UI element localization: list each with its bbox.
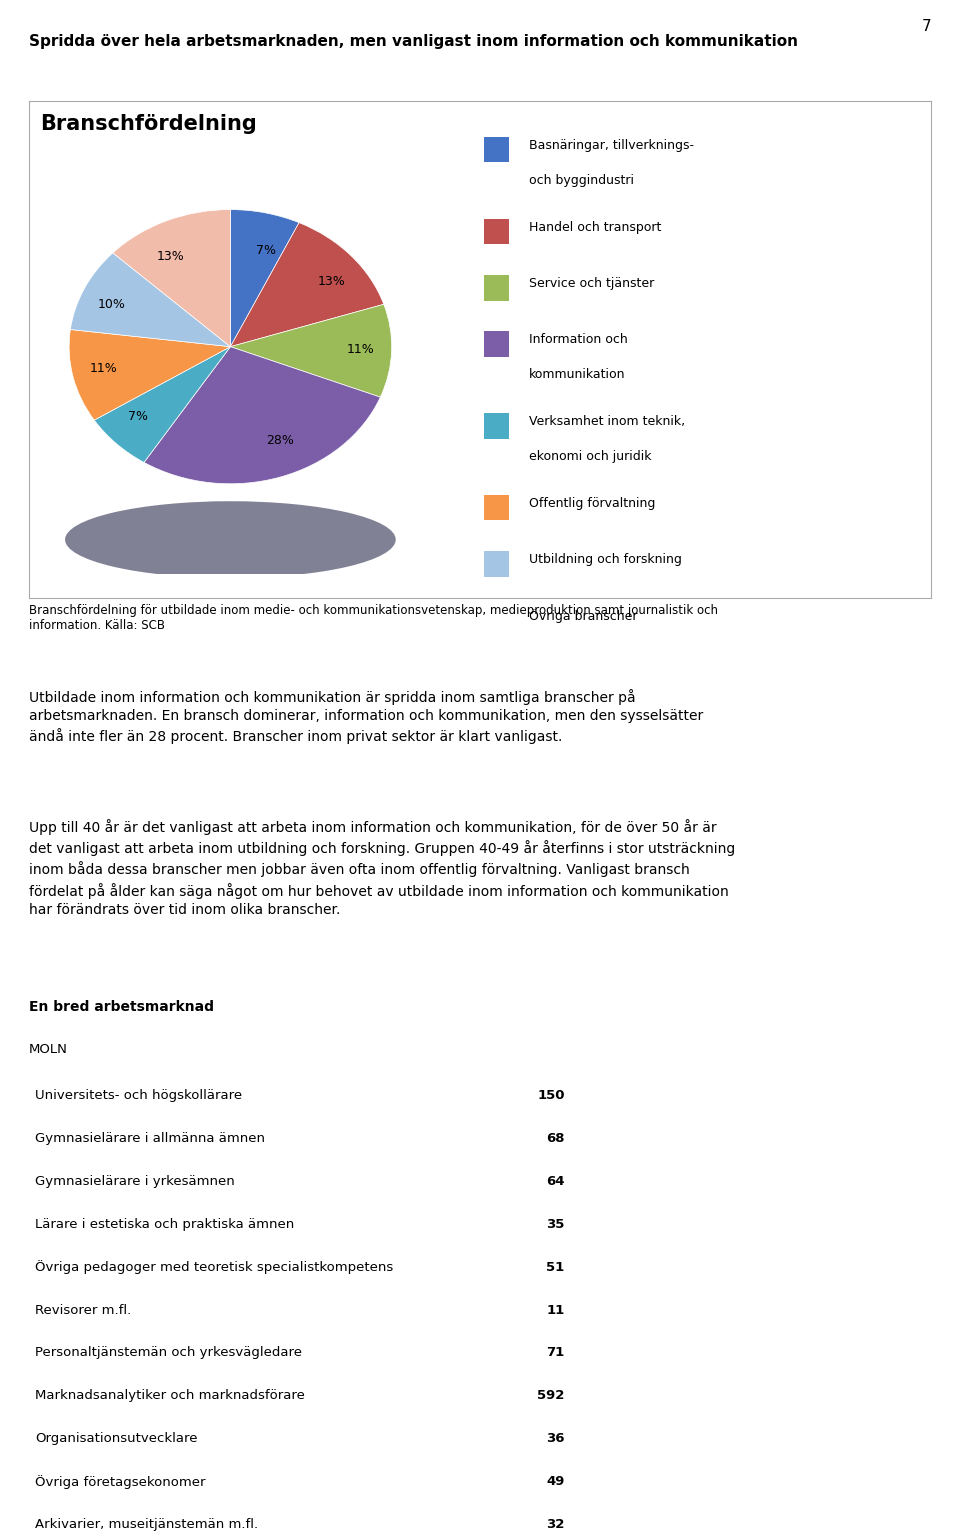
Text: 68: 68 [546,1132,564,1144]
Text: kommunikation: kommunikation [529,368,626,382]
Text: 13%: 13% [156,250,184,262]
FancyBboxPatch shape [485,607,509,632]
Text: 11: 11 [546,1304,564,1316]
Wedge shape [94,347,230,462]
Text: Utbildning och forskning: Utbildning och forskning [529,554,682,566]
FancyBboxPatch shape [485,219,509,244]
FancyBboxPatch shape [485,331,509,357]
Text: Branschfördelning: Branschfördelning [40,114,257,133]
Text: 7%: 7% [255,244,276,256]
Wedge shape [113,210,230,347]
Text: Gymnasielärare i allmänna ämnen: Gymnasielärare i allmänna ämnen [36,1132,265,1144]
Text: Branschfördelning för utbildade inom medie- och kommunikationsvetenskap, mediepr: Branschfördelning för utbildade inom med… [29,604,718,632]
Text: 64: 64 [546,1175,564,1187]
FancyBboxPatch shape [485,413,509,439]
Text: ekonomi och juridik: ekonomi och juridik [529,451,652,463]
Wedge shape [69,330,230,420]
FancyBboxPatch shape [485,494,509,520]
Text: 7: 7 [922,18,931,34]
Text: Övriga branscher: Övriga branscher [529,609,637,623]
FancyBboxPatch shape [485,137,509,163]
Text: 28%: 28% [266,434,294,446]
Text: 11%: 11% [89,362,117,374]
Text: MOLN: MOLN [29,1043,67,1055]
Text: Handel och transport: Handel och transport [529,221,661,235]
Text: 13%: 13% [318,275,346,288]
Text: 71: 71 [546,1347,564,1359]
Text: Universitets- och högskollärare: Universitets- och högskollärare [36,1089,243,1101]
Text: 51: 51 [546,1261,564,1273]
Text: Offentlig förvaltning: Offentlig förvaltning [529,497,656,509]
Text: 11%: 11% [347,344,374,356]
Text: Organisationsutvecklare: Organisationsutvecklare [36,1433,198,1445]
Wedge shape [70,253,230,347]
Text: Service och tjänster: Service och tjänster [529,278,655,290]
Text: Arkivarier, museitjänstemän m.fl.: Arkivarier, museitjänstemän m.fl. [36,1519,258,1531]
Text: Lärare i estetiska och praktiska ämnen: Lärare i estetiska och praktiska ämnen [36,1218,295,1230]
Text: och byggindustri: och byggindustri [529,175,635,187]
Text: Revisorer m.fl.: Revisorer m.fl. [36,1304,132,1316]
Text: 592: 592 [538,1390,564,1402]
Text: 49: 49 [546,1476,564,1488]
Text: Gymnasielärare i yrkesämnen: Gymnasielärare i yrkesämnen [36,1175,235,1187]
Wedge shape [144,347,380,483]
Text: Personaltjänstemän och yrkesvägledare: Personaltjänstemän och yrkesvägledare [36,1347,302,1359]
Text: Upp till 40 år är det vanligast att arbeta inom information och kommunikation, f: Upp till 40 år är det vanligast att arbe… [29,819,735,917]
Wedge shape [230,222,384,347]
Text: Utbildade inom information och kommunikation är spridda inom samtliga branscher : Utbildade inom information och kommunika… [29,689,703,744]
Text: Övriga pedagoger med teoretisk specialistkompetens: Övriga pedagoger med teoretisk specialis… [36,1259,394,1275]
Text: 7%: 7% [129,410,148,423]
Text: Basnäringar, tillverknings-: Basnäringar, tillverknings- [529,140,694,152]
Text: Marknadsanalytiker och marknadsförare: Marknadsanalytiker och marknadsförare [36,1390,305,1402]
Text: 10%: 10% [98,298,126,311]
Text: Spridda över hela arbetsmarknaden, men vanligast inom information och kommunikat: Spridda över hela arbetsmarknaden, men v… [29,34,798,49]
Text: Övriga företagsekonomer: Övriga företagsekonomer [36,1474,205,1490]
Text: 35: 35 [546,1218,564,1230]
FancyBboxPatch shape [485,551,509,577]
Text: 150: 150 [538,1089,564,1101]
Ellipse shape [65,502,396,578]
Wedge shape [230,304,392,397]
Text: En bred arbetsmarknad: En bred arbetsmarknad [29,1000,214,1014]
Wedge shape [230,210,300,347]
FancyBboxPatch shape [485,275,509,301]
Text: 36: 36 [546,1433,564,1445]
Text: Information och: Information och [529,333,628,347]
Text: Verksamhet inom teknik,: Verksamhet inom teknik, [529,416,685,428]
Text: 32: 32 [546,1519,564,1531]
